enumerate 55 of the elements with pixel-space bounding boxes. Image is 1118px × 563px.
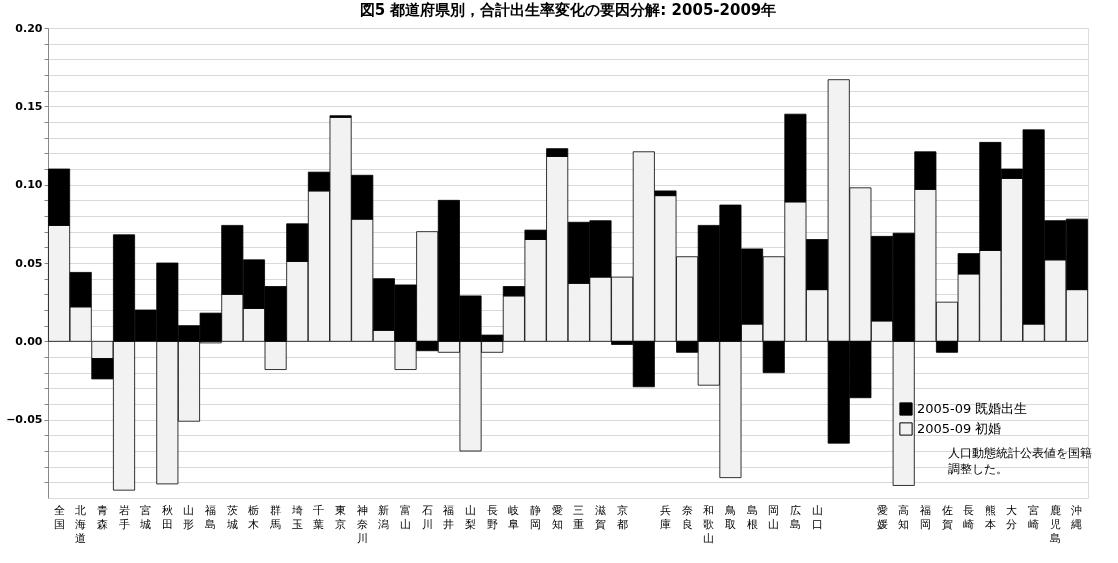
x-tick-label: 長野 — [486, 503, 498, 531]
x-tick-label: 三重 — [573, 503, 585, 531]
x-tick-label: 山梨 — [465, 503, 477, 531]
x-tick-label: 宮城 — [139, 503, 152, 531]
y-tick-label: 0.15 — [15, 99, 43, 113]
y-tick-label: 0.20 — [15, 21, 43, 35]
x-tick-label: 愛媛 — [876, 503, 888, 531]
x-tick-label: 熊本 — [984, 503, 996, 531]
x-tick-label: 群馬 — [269, 503, 282, 531]
x-tick-label: 静岡 — [530, 503, 542, 531]
annotation: 人口動態統計公表値を国籍調整した。 — [948, 446, 1092, 476]
x-tick-label: 長崎 — [963, 503, 975, 531]
x-tick-label: 富山 — [400, 503, 412, 531]
y-tick-label: 0.00 — [15, 334, 43, 348]
x-tick-label: 石川 — [421, 503, 433, 531]
x-tick-label: 神奈川 — [356, 503, 368, 545]
x-tick-label: 岐阜 — [508, 503, 520, 531]
x-tick-label: 福島 — [205, 503, 217, 531]
legend-label: 2005-09 既婚出生 — [917, 401, 1028, 416]
x-tick-label: 東京 — [335, 503, 347, 531]
x-tick-label: 福岡 — [919, 503, 931, 531]
legend-label: 2005-09 初婚 — [917, 421, 1002, 436]
x-tick-label: 福井 — [443, 503, 455, 531]
x-tick-label: 宮崎 — [1028, 503, 1040, 531]
x-tick-label: 広島 — [789, 503, 801, 531]
x-tick-label: 千葉 — [313, 503, 325, 531]
x-tick-label: 青森 — [96, 503, 108, 531]
y-tick-label: 0.10 — [15, 178, 43, 192]
x-tick-label: 新潟 — [378, 503, 390, 531]
y-tick-label: −0.05 — [6, 413, 43, 427]
x-tick-label: 栃木 — [248, 503, 260, 531]
x-tick-label: 山口 — [811, 503, 823, 531]
x-tick-label: 山形 — [183, 503, 195, 531]
x-tick-label: 愛知 — [551, 503, 563, 531]
x-tick-label: 茨城 — [225, 503, 238, 531]
x-tick-label: 滋賀 — [594, 503, 606, 531]
x-tick-label: 奈良 — [681, 503, 693, 531]
x-tick-label: 鳥取 — [723, 503, 736, 531]
x-tick-label: 岡山 — [768, 503, 780, 531]
x-tick-label: 全国 — [53, 503, 65, 531]
x-tick-label: 和歌山 — [703, 503, 715, 545]
x-tick-label: 大分 — [1006, 503, 1018, 531]
chart-title: 図5 都道府県別，合計出生率変化の要因分解: 2005-2009年 — [359, 1, 777, 19]
y-tick-label: 0.05 — [15, 256, 43, 270]
x-tick-label: 沖縄 — [1070, 503, 1083, 531]
x-tick-label: 埼玉 — [290, 503, 303, 531]
x-tick-label: 佐賀 — [941, 503, 953, 531]
x-tick-label: 北海道 — [75, 503, 87, 545]
x-tick-label: 岩手 — [118, 503, 130, 531]
x-tick-label: 鹿児島 — [1049, 503, 1061, 545]
x-tick-label: 島根 — [746, 503, 758, 531]
x-tick-label: 京都 — [616, 503, 628, 531]
x-tick-label: 高知 — [898, 503, 910, 531]
x-tick-label: 兵庫 — [659, 503, 671, 531]
x-tick-label: 秋田 — [161, 503, 173, 531]
